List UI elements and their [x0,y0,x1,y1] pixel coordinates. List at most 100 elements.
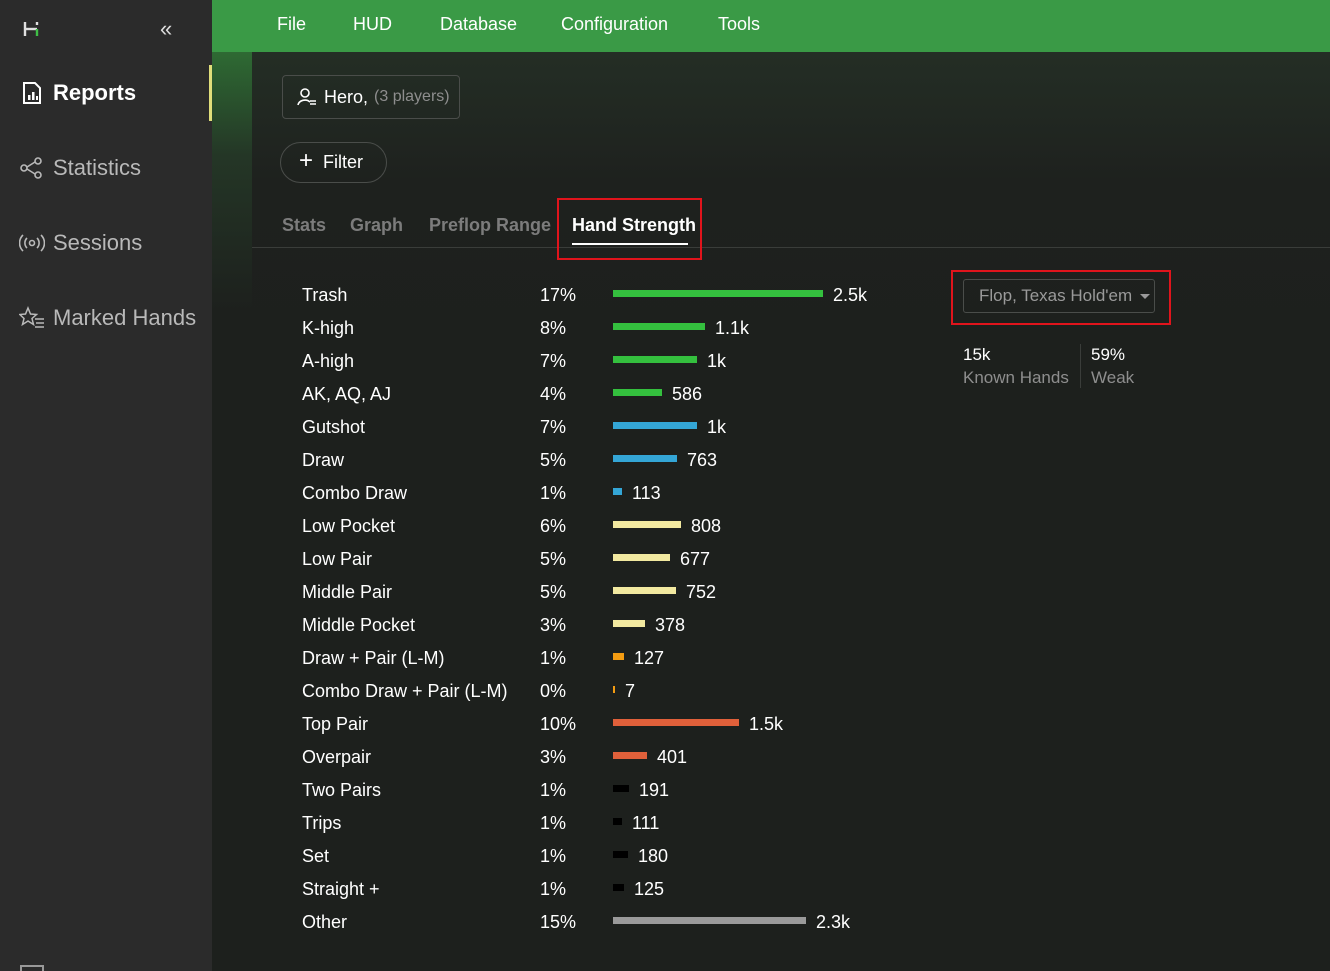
sidebar-item-label: Statistics [53,155,142,180]
hand-category-label: Other [302,912,348,932]
sidebar-item-sessions[interactable]: Sessions [0,215,212,271]
hand-strength-row: Set 1% 180 [302,846,902,876]
menu-hud[interactable]: HUD [353,14,392,34]
hand-category-label: Middle Pocket [302,615,416,635]
kpi-value: 15k [963,345,991,364]
hand-category-count: 677 [680,549,711,569]
hand-category-bar [613,818,622,825]
report-panel [252,52,1330,971]
tab-hand-strength[interactable]: Hand Strength [572,215,696,235]
filter-label: Filter [323,152,364,172]
tab-graph[interactable]: Graph [350,215,404,235]
hand-category-bar [613,389,662,396]
menu-tools[interactable]: Tools [718,14,761,34]
hand-strength-row: Draw + Pair (L-M) 1% 127 [302,648,902,678]
double-chevron-left-icon[interactable]: « [160,16,173,41]
hand-strength-row: Gutshot 7% 1k [302,417,902,447]
hand-category-count: 2.5k [833,285,868,305]
hand-category-count: 127 [634,648,665,668]
hand-category-count: 2.3k [816,912,851,932]
hand-category-percent: 3% [540,615,567,635]
app-logo-icon[interactable] [22,18,42,40]
hand-category-percent: 1% [540,483,567,503]
menu-database[interactable]: Database [440,14,518,34]
hand-category-percent: 1% [540,813,567,833]
hand-strength-row: Draw 5% 763 [302,450,902,480]
hand-strength-row: Top Pair 10% 1.5k [302,714,902,744]
kpi-divider [1080,344,1081,388]
hand-category-bar [613,686,615,693]
hand-category-bar [613,488,622,495]
hand-strength-row: Low Pocket 6% 808 [302,516,902,546]
broadcast-icon [19,230,45,256]
hand-category-label: Draw + Pair (L-M) [302,648,445,668]
sidebar: « Reports Statistics Sessions Marked Han… [0,0,212,971]
hand-category-label: Combo Draw + Pair (L-M) [302,681,508,701]
hand-category-percent: 4% [540,384,567,404]
hand-category-percent: 5% [540,582,567,602]
hand-category-percent: 0% [540,681,567,701]
hand-category-count: 752 [686,582,717,602]
kpi-label: Known Hands [963,368,1069,387]
hand-category-bar [613,356,697,363]
hand-strength-row: Combo Draw 1% 113 [302,483,902,513]
hand-strength-row: Straight + 1% 125 [302,879,902,909]
hand-category-percent: 15% [540,912,577,932]
hand-category-count: 586 [672,384,703,404]
hand-category-label: Set [302,846,330,866]
player-selector[interactable]: Hero, (3 players) [282,75,460,119]
hand-category-label: Top Pair [302,714,369,734]
hand-category-label: Trash [302,285,348,305]
hand-strength-row: Two Pairs 1% 191 [302,780,902,810]
hand-category-count: 378 [655,615,686,635]
hand-category-bar [613,851,628,858]
hand-category-bar [613,455,677,462]
tab-preflop-range[interactable]: Preflop Range [429,215,552,235]
hand-category-count: 111 [632,813,660,833]
hand-category-bar [613,323,705,330]
menu-configuration[interactable]: Configuration [561,14,669,34]
hand-category-count: 1k [707,351,727,371]
hand-category-label: A-high [302,351,355,371]
star-list-icon [19,305,45,331]
hand-category-label: Low Pocket [302,516,396,536]
hand-category-count: 180 [638,846,669,866]
highlight-box [951,270,1171,325]
sidebar-item-label: Marked Hands [53,305,197,330]
sidebar-item-reports[interactable]: Reports [0,65,212,121]
tabs-divider [252,247,1330,248]
mail-icon[interactable] [20,965,44,971]
hand-strength-row: A-high 7% 1k [302,351,902,381]
hand-category-percent: 3% [540,747,567,767]
hand-category-percent: 1% [540,846,567,866]
tab-stats[interactable]: Stats [282,215,327,235]
report-icon [19,80,45,106]
hand-category-bar [613,884,624,891]
hand-category-percent: 6% [540,516,567,536]
hand-category-count: 1.5k [749,714,784,734]
hand-category-count: 125 [634,879,665,899]
sidebar-item-statistics[interactable]: Statistics [0,140,212,196]
hand-category-percent: 7% [540,417,567,437]
hand-strength-row: Overpair 3% 401 [302,747,902,777]
hand-category-bar [613,719,739,726]
hand-category-count: 1.1k [715,318,750,338]
menu-bar: File HUD Database Configuration Tools [212,0,1330,52]
menu-file[interactable]: File [277,14,307,34]
hand-strength-row: Trips 1% 111 [302,813,902,843]
hand-category-label: AK, AQ, AJ [302,384,392,404]
highlight-box [557,198,702,260]
sidebar-item-marked-hands[interactable]: Marked Hands [0,290,212,346]
caret-down-icon [1140,293,1151,299]
player-name: Hero, [324,86,369,107]
hand-category-percent: 1% [540,648,567,668]
hand-category-percent: 5% [540,450,567,470]
add-filter-button[interactable]: + Filter [280,142,387,183]
street-select[interactable]: Flop, Texas Hold'em [963,279,1155,313]
street-select-value: Flop, Texas Hold'em [979,286,1133,305]
hand-category-count: 763 [687,450,718,470]
hand-category-count: 401 [657,747,688,767]
hand-category-label: Low Pair [302,549,373,569]
hand-category-count: 7 [625,681,636,701]
hand-category-label: Combo Draw [302,483,408,503]
